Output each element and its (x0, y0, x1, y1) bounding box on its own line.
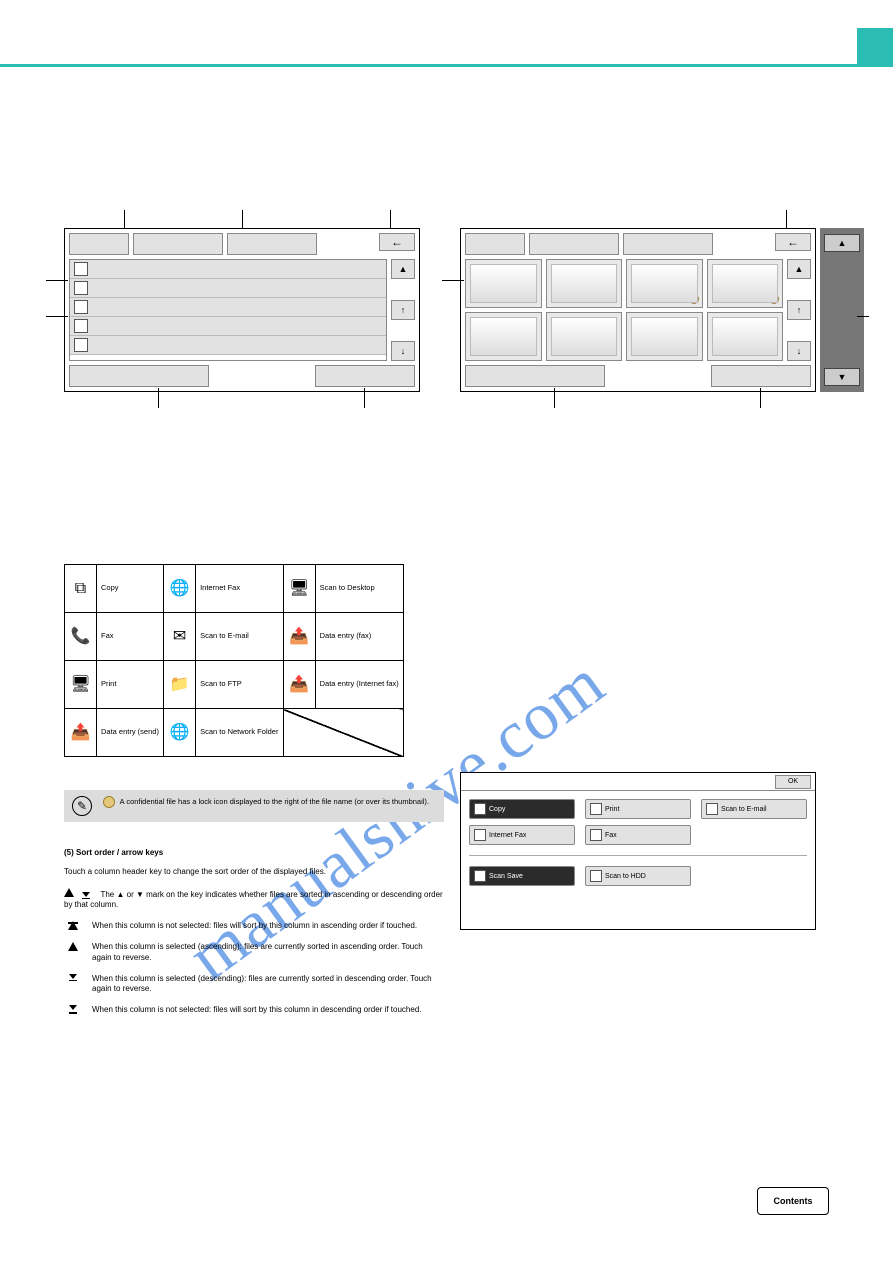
copy-icon (474, 803, 486, 815)
side-action-panel: ▲ ▼ (820, 228, 864, 392)
list-figure: ← ▲ ↑ ↓ (64, 228, 420, 392)
pencil-icon: ✎ (72, 796, 92, 816)
thumbnail-grid[interactable] (465, 259, 783, 361)
icon-table: ⧉Copy 🌐Internet Fax 🖥Scan to Desktop 📞Fa… (64, 564, 404, 757)
contents-box[interactable]: Contents (757, 1187, 829, 1215)
dataentry-fax-icon: 📤 (283, 613, 315, 661)
copy-icon: ⧉ (65, 565, 97, 613)
back-button-thumb[interactable]: ← (775, 233, 811, 251)
netfolder-icon: 🌐 (164, 709, 196, 757)
sort-fill-dn: When this column is selected (descending… (92, 974, 444, 996)
scroll-up-icon[interactable]: ↑ (787, 300, 811, 320)
lock-icon (103, 796, 115, 808)
panel-down-icon[interactable]: ▼ (824, 368, 860, 386)
scroll-down-icon[interactable]: ↓ (391, 341, 415, 361)
scroll-down-icon[interactable]: ↓ (787, 341, 811, 361)
email-icon (706, 803, 718, 815)
sort-asc-icon[interactable]: ▲ (787, 259, 811, 279)
fax-icon (590, 829, 602, 841)
header-rule (0, 64, 893, 67)
print-icon: 🖥 (65, 661, 97, 709)
fax-icon: 📞 (65, 613, 97, 661)
job-fax[interactable]: Fax (585, 825, 691, 845)
panel-up-icon[interactable]: ▲ (824, 234, 860, 252)
desktop-icon: 🖥 (283, 565, 315, 613)
thumbnail-figure: ← ▲ ↑ ↓ (460, 228, 816, 392)
job-copy[interactable]: Copy (469, 799, 575, 819)
c5-body: Touch a column header key to change the … (64, 867, 444, 878)
scroll-up-icon[interactable]: ↑ (391, 300, 415, 320)
job-ifax[interactable]: Internet Fax (469, 825, 575, 845)
note-text: A confidential file has a lock icon disp… (120, 797, 429, 806)
dataentry-ifax-icon: 📤 (283, 661, 315, 709)
note-bar: ✎ A confidential file has a lock icon di… (64, 790, 444, 822)
ifax-icon: 🌐 (164, 565, 196, 613)
job-email[interactable]: Scan to E-mail (701, 799, 807, 819)
arrow-note: The ▲ or ▼ mark on the key indicates whe… (64, 890, 443, 910)
job-hdd[interactable]: Scan to HDD (585, 866, 691, 886)
email-icon: ✉ (164, 613, 196, 661)
hdd-icon (590, 870, 602, 882)
back-button[interactable]: ← (379, 233, 415, 251)
dataentry-send-icon: 📤 (65, 709, 97, 757)
job-print[interactable]: Print (585, 799, 691, 819)
ftp-icon: 📁 (164, 661, 196, 709)
sort-fill-up: When this column is selected (ascending)… (92, 942, 444, 964)
c5-title: Sort order / arrow keys (76, 848, 163, 857)
sort-ol-dn: When this column is not selected: files … (92, 1005, 422, 1016)
teal-tab (857, 28, 893, 64)
sort-asc-icon[interactable]: ▲ (391, 259, 415, 279)
job-scansave[interactable]: Scan Save (469, 866, 575, 886)
job-filter-panel: OK Copy Print Scan to E-mail Internet Fa… (460, 772, 816, 930)
c5-label: (5) (64, 848, 74, 857)
file-list[interactable] (69, 259, 387, 361)
sort-ul-up: When this column is not selected: files … (92, 921, 417, 932)
print-icon (590, 803, 602, 815)
save-icon (474, 870, 486, 882)
ifax-icon (474, 829, 486, 841)
ok-button[interactable]: OK (775, 775, 811, 789)
